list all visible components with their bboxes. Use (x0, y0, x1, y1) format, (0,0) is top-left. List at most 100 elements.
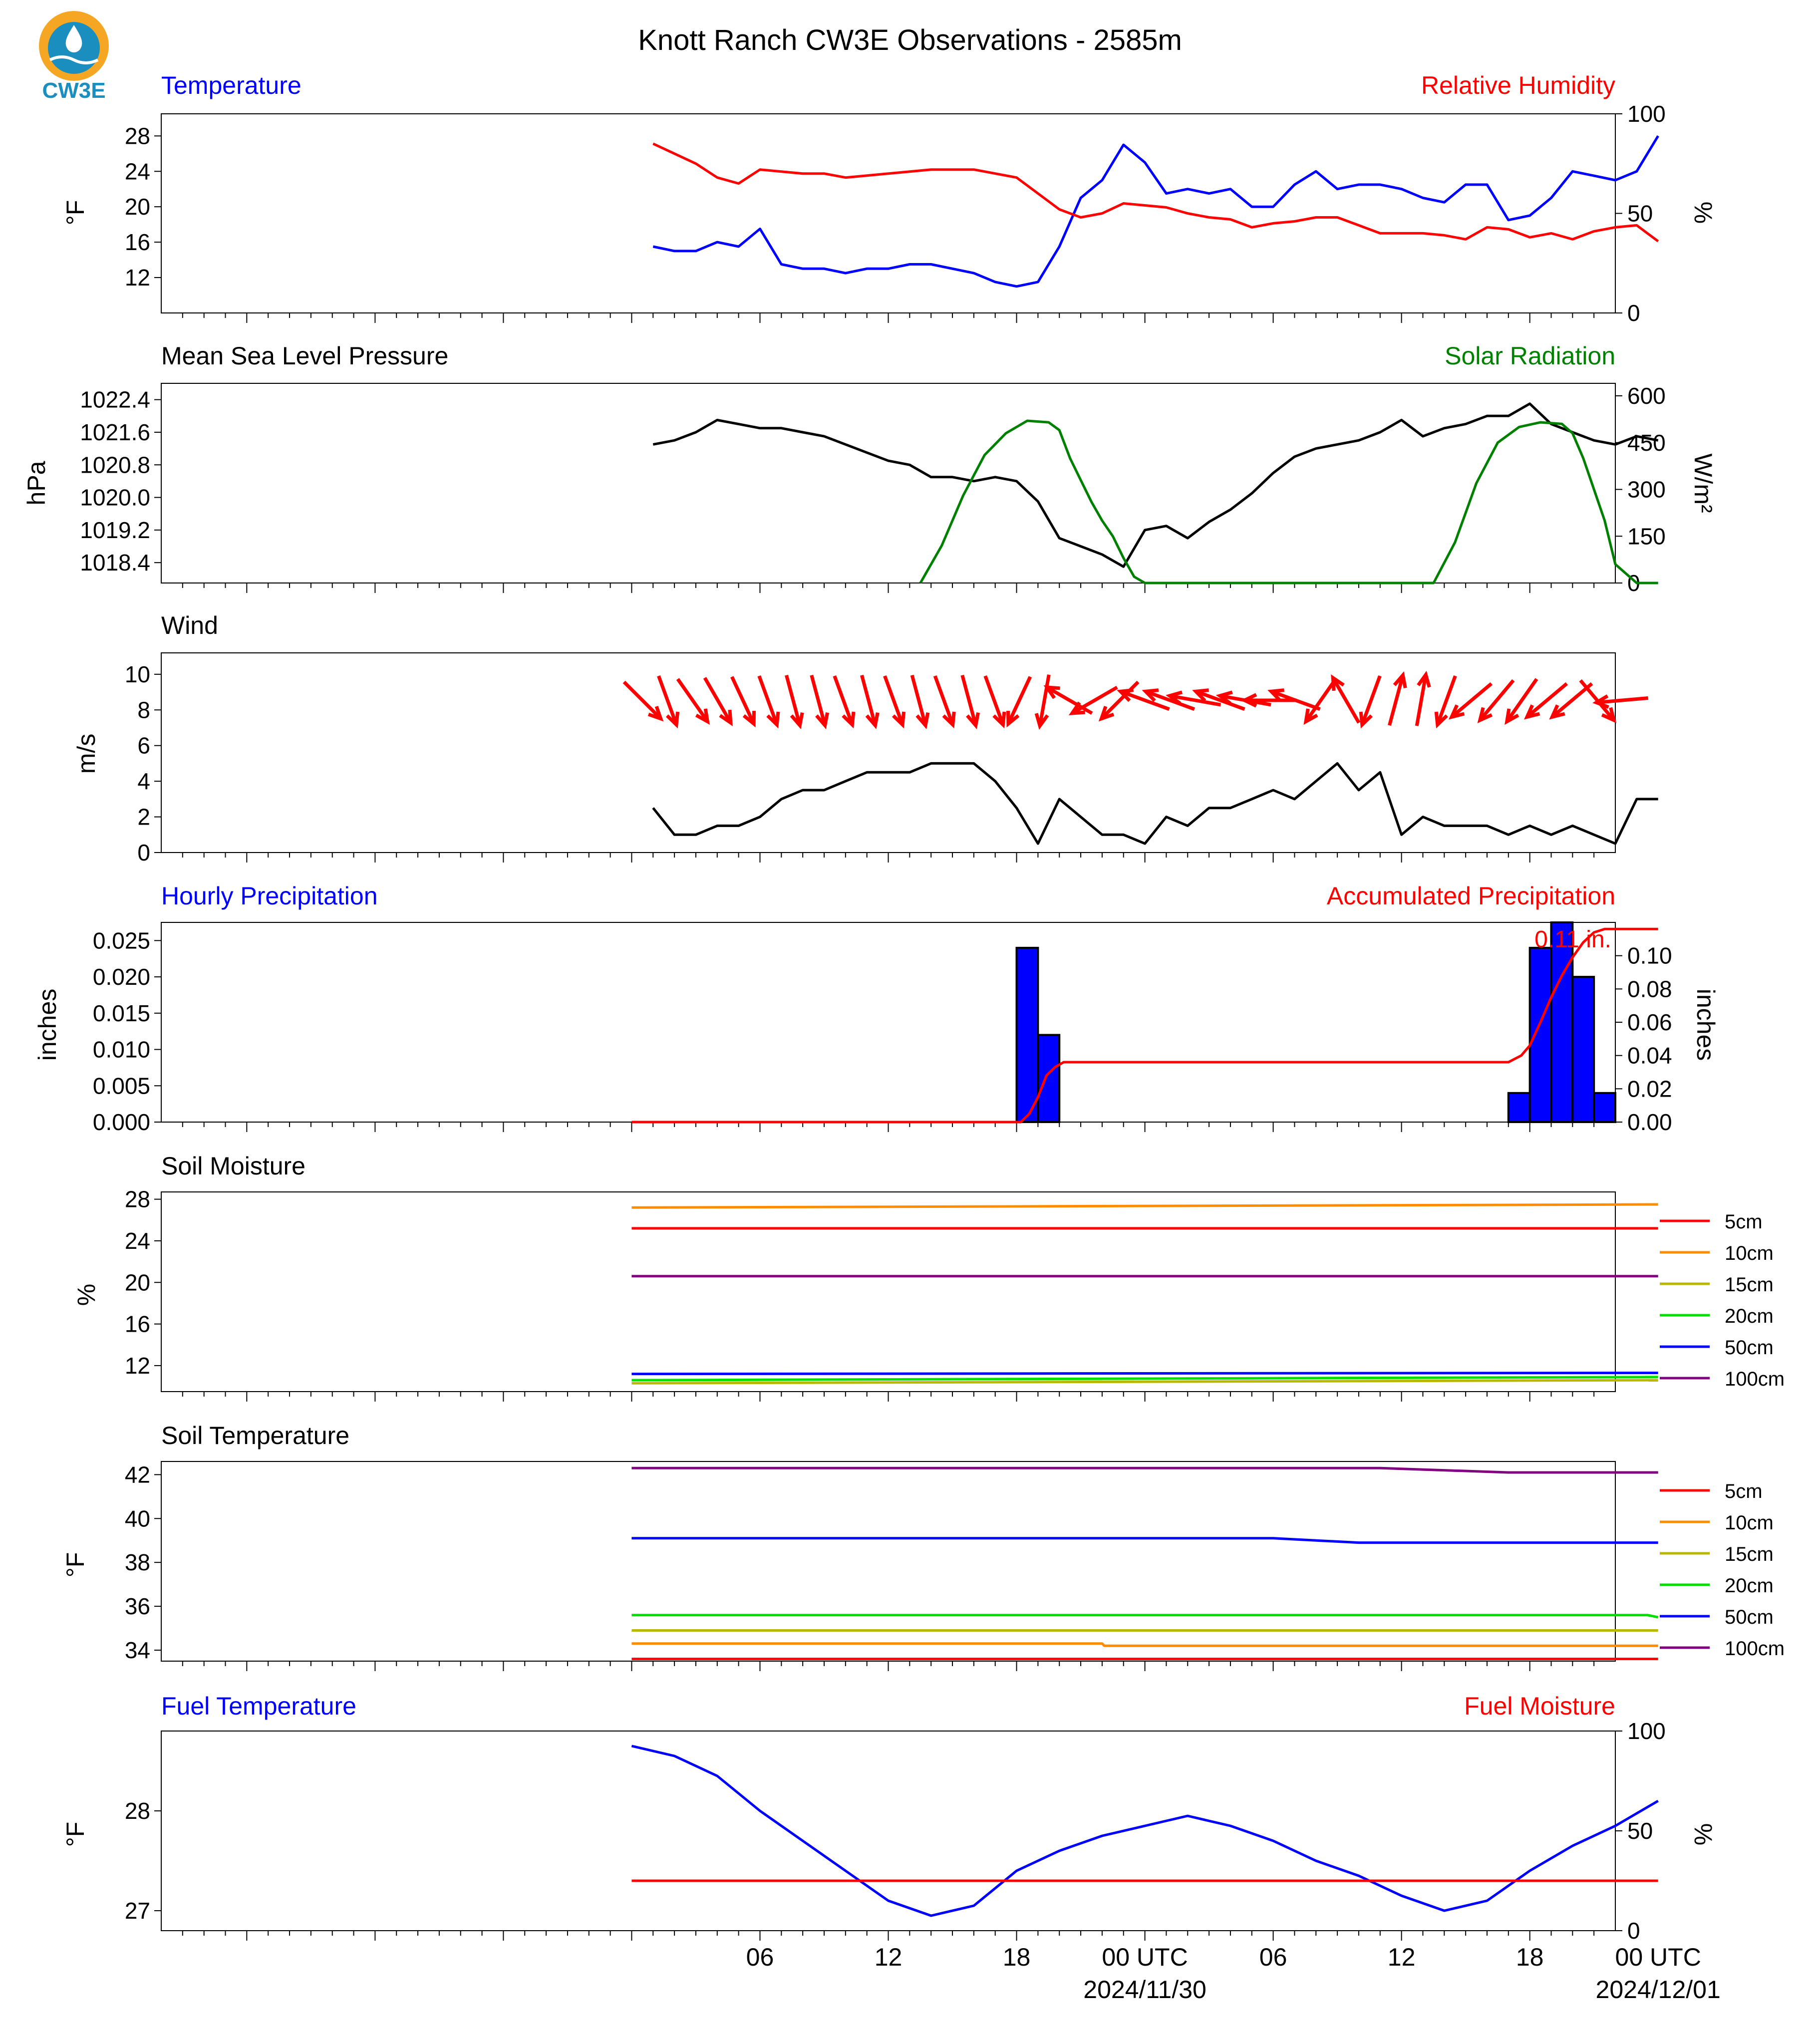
wind-arrow (983, 675, 1005, 726)
wind-ytick-label: 10 (125, 661, 150, 687)
soil_temperature-series-line (631, 1466, 1658, 1474)
wind-arrow-head (915, 712, 930, 730)
precip-bar (1507, 1092, 1531, 1123)
fuel-temperature-ylabel: °F (61, 1822, 89, 1847)
soil_temperature-legend-label: 20cm (1725, 1575, 1774, 1597)
soil_temperature-legend-label: 100cm (1725, 1638, 1785, 1660)
wind-arrow (883, 675, 905, 726)
wind-arrow-head (1331, 674, 1345, 691)
temperature-ylabel: °F (61, 200, 89, 226)
soil_temperature-ytick-label: 36 (125, 1593, 150, 1619)
soil_moisture-legend-label: 5cm (1725, 1211, 1763, 1233)
pressure_solar-y2tick-label: 600 (1627, 383, 1666, 409)
soil_moisture-legend-label: 50cm (1725, 1337, 1774, 1359)
time-tick-label: 06 (746, 1943, 774, 1971)
wind-arrow (1525, 682, 1568, 719)
time-date-label: 2024/12/01 (1596, 1976, 1721, 2004)
solar-ylabel: W/m² (1689, 453, 1717, 513)
time-tick-label: 00 UTC (1102, 1943, 1188, 1971)
wind-ytick-label: 2 (137, 804, 150, 830)
precipitation-y2tick-label: 0.02 (1627, 1076, 1672, 1102)
wind-arrow-head (1393, 671, 1407, 688)
wind-arrow-head (842, 711, 856, 729)
soil_temperature-legend-label: 15cm (1725, 1543, 1774, 1565)
time-tick-label: 00 UTC (1615, 1943, 1701, 1971)
wind-arrow (657, 675, 678, 726)
solar-radiation-title: Solar Radiation (1445, 342, 1615, 370)
temperature_rh-series-line (652, 142, 1659, 243)
wind-arrow (1145, 689, 1195, 711)
precipitation-y2tick-label: 0.08 (1627, 976, 1672, 1002)
logo-wave-icon (49, 55, 99, 64)
wind-arrow (1038, 674, 1051, 726)
soil-moisture-panel: Soil Moisture % (72, 1152, 305, 1306)
pressure_solar-series-line (919, 419, 1658, 584)
wind-arrow-head (1477, 707, 1493, 723)
precipitation-ytick-label: 0.005 (93, 1073, 150, 1099)
pressure_solar-y2tick-label: 300 (1627, 477, 1666, 503)
wind-arrow-head (742, 711, 756, 728)
wind-arrow (1436, 675, 1457, 726)
wind-arrow (1071, 685, 1118, 715)
wind-arrow (933, 675, 954, 726)
wind-arrow-head (992, 711, 1006, 729)
wind-arrow-head (695, 708, 710, 725)
wind-arrow-head (665, 711, 680, 729)
wind-arrow (730, 676, 756, 725)
precip-bar (1015, 946, 1039, 1123)
pressure_solar-ytick-label: 1020.0 (80, 485, 150, 511)
wind-arrow (1360, 675, 1382, 726)
wind-arrow (810, 674, 827, 726)
pressure_solar-ytick-label: 1022.4 (80, 387, 150, 413)
wind-arrow (1195, 689, 1245, 711)
soil_temperature-axes: 34 36 38 40 42 (125, 1461, 1616, 1671)
wind-ytick-label: 8 (137, 697, 150, 723)
soil_temperature-series-line (631, 1614, 1659, 1619)
pressure-ylabel: hPa (22, 461, 50, 505)
wind-arrow-head (1240, 693, 1257, 708)
fuel-y2tick-label: 0 (1627, 1918, 1640, 1944)
wind-arrow-head (1523, 704, 1540, 720)
fuel-temperature-title: Fuel Temperature (161, 1692, 356, 1720)
wind-ytick-label: 6 (137, 733, 150, 759)
soil_temperature-ytick-label: 40 (125, 1505, 150, 1531)
wind-arrow (1304, 678, 1337, 723)
soil_temperature-legend-label: 10cm (1725, 1512, 1774, 1534)
temperature_rh-series-line (652, 135, 1659, 288)
wind-arrow-head (1434, 711, 1448, 729)
soil_temperature-ytick-label: 34 (125, 1637, 150, 1663)
temperature_rh-y2tick-label: 100 (1627, 101, 1666, 127)
wind-arrow (1415, 674, 1428, 726)
chart-marks: 12162024280501001018.41019.21020.01020.8… (80, 101, 1785, 2004)
wind-ylabel: m/s (72, 734, 100, 774)
wind-arrow-head (1006, 711, 1020, 728)
soil_moisture-series-line (631, 1372, 1658, 1376)
time-tick-label: 18 (1516, 1943, 1544, 1971)
temperature_rh-ytick-label: 12 (125, 265, 150, 290)
temperature_rh-ytick-label: 20 (125, 194, 150, 220)
wind-arrow (910, 674, 927, 726)
wind-arrow-head (1303, 708, 1318, 725)
wind-arrow-head (1098, 706, 1115, 722)
soil_moisture-legend-label: 20cm (1725, 1305, 1774, 1327)
wind-ytick-label: 0 (137, 840, 150, 866)
relative-humidity-title: Relative Humidity (1421, 71, 1615, 99)
precipitation-ytick-label: 0.020 (93, 964, 150, 990)
soil-moisture-title: Soil Moisture (161, 1152, 305, 1180)
soil_moisture-ytick-label: 24 (125, 1228, 150, 1254)
wind-arrow-head (942, 711, 956, 729)
pressure_solar-ytick-label: 1018.4 (80, 550, 150, 576)
soil_temperature-series-line (631, 1537, 1658, 1544)
pressure_solar-ytick-label: 1020.8 (80, 452, 150, 478)
precip-bar (1528, 946, 1552, 1123)
soil_temperature-ytick-label: 38 (125, 1549, 150, 1575)
wind-arrow-head (647, 706, 664, 722)
precipitation-axes: 0.000 0.005 0.010 0.015 0.020 0.025 0.00 0.02 0.… (93, 922, 1672, 1135)
pressure-solar-panel: Mean Sea Level Pressure Solar Radiation … (22, 342, 1717, 513)
fuel-moisture-ylabel: % (1689, 1823, 1717, 1845)
wind-arrow (960, 674, 978, 726)
wind-arrow (676, 678, 709, 723)
wind-arrow (1270, 689, 1321, 711)
wind-arrow (860, 674, 877, 726)
wind-arrow-head (1192, 688, 1209, 702)
